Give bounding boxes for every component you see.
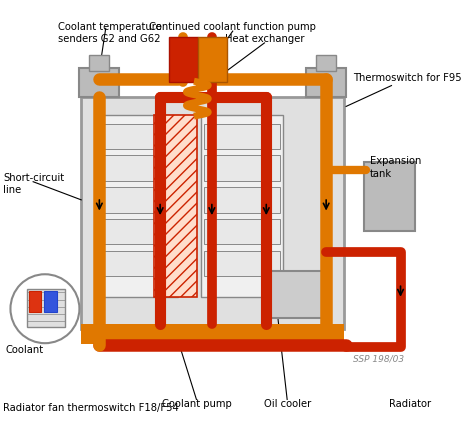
Bar (90, 54, 109, 71)
FancyBboxPatch shape (364, 162, 415, 231)
Bar (80, 68, 119, 97)
FancyBboxPatch shape (204, 251, 280, 276)
Bar (201, 116, 283, 297)
FancyBboxPatch shape (100, 219, 175, 244)
Text: Coolant temperature
senders G2 and G62: Coolant temperature senders G2 and G62 (58, 22, 161, 44)
Circle shape (10, 274, 80, 343)
FancyBboxPatch shape (100, 187, 175, 213)
FancyBboxPatch shape (204, 124, 280, 149)
Bar (44, 290, 57, 312)
Bar (81, 324, 344, 344)
FancyBboxPatch shape (100, 124, 175, 149)
FancyBboxPatch shape (204, 219, 280, 244)
Bar (198, 37, 227, 82)
Text: Radiator fan thermoswitch F18/F54: Radiator fan thermoswitch F18/F54 (3, 403, 179, 413)
Text: Oil cooler: Oil cooler (264, 399, 311, 409)
FancyBboxPatch shape (100, 251, 175, 276)
Text: Heat exchanger: Heat exchanger (225, 34, 304, 44)
Bar (316, 54, 336, 71)
Bar (306, 68, 346, 97)
Bar (97, 116, 178, 297)
Text: Continued coolant function pump: Continued coolant function pump (149, 22, 316, 32)
Text: Radiator: Radiator (389, 399, 431, 409)
Bar (27, 289, 65, 327)
Text: Expansion
tank: Expansion tank (370, 157, 421, 179)
Text: SSP 198/03: SSP 198/03 (354, 354, 404, 363)
FancyBboxPatch shape (204, 155, 280, 181)
Text: Coolant pump: Coolant pump (162, 399, 231, 409)
Bar (154, 116, 197, 297)
Text: Short-circuit
line: Short-circuit line (3, 173, 64, 195)
Bar (169, 37, 198, 82)
Text: Thermoswitch for F95: Thermoswitch for F95 (354, 73, 462, 83)
Text: Coolant: Coolant (6, 345, 44, 355)
FancyBboxPatch shape (264, 271, 330, 318)
Bar (28, 290, 41, 312)
Bar (81, 97, 344, 329)
FancyBboxPatch shape (204, 187, 280, 213)
FancyBboxPatch shape (100, 155, 175, 181)
